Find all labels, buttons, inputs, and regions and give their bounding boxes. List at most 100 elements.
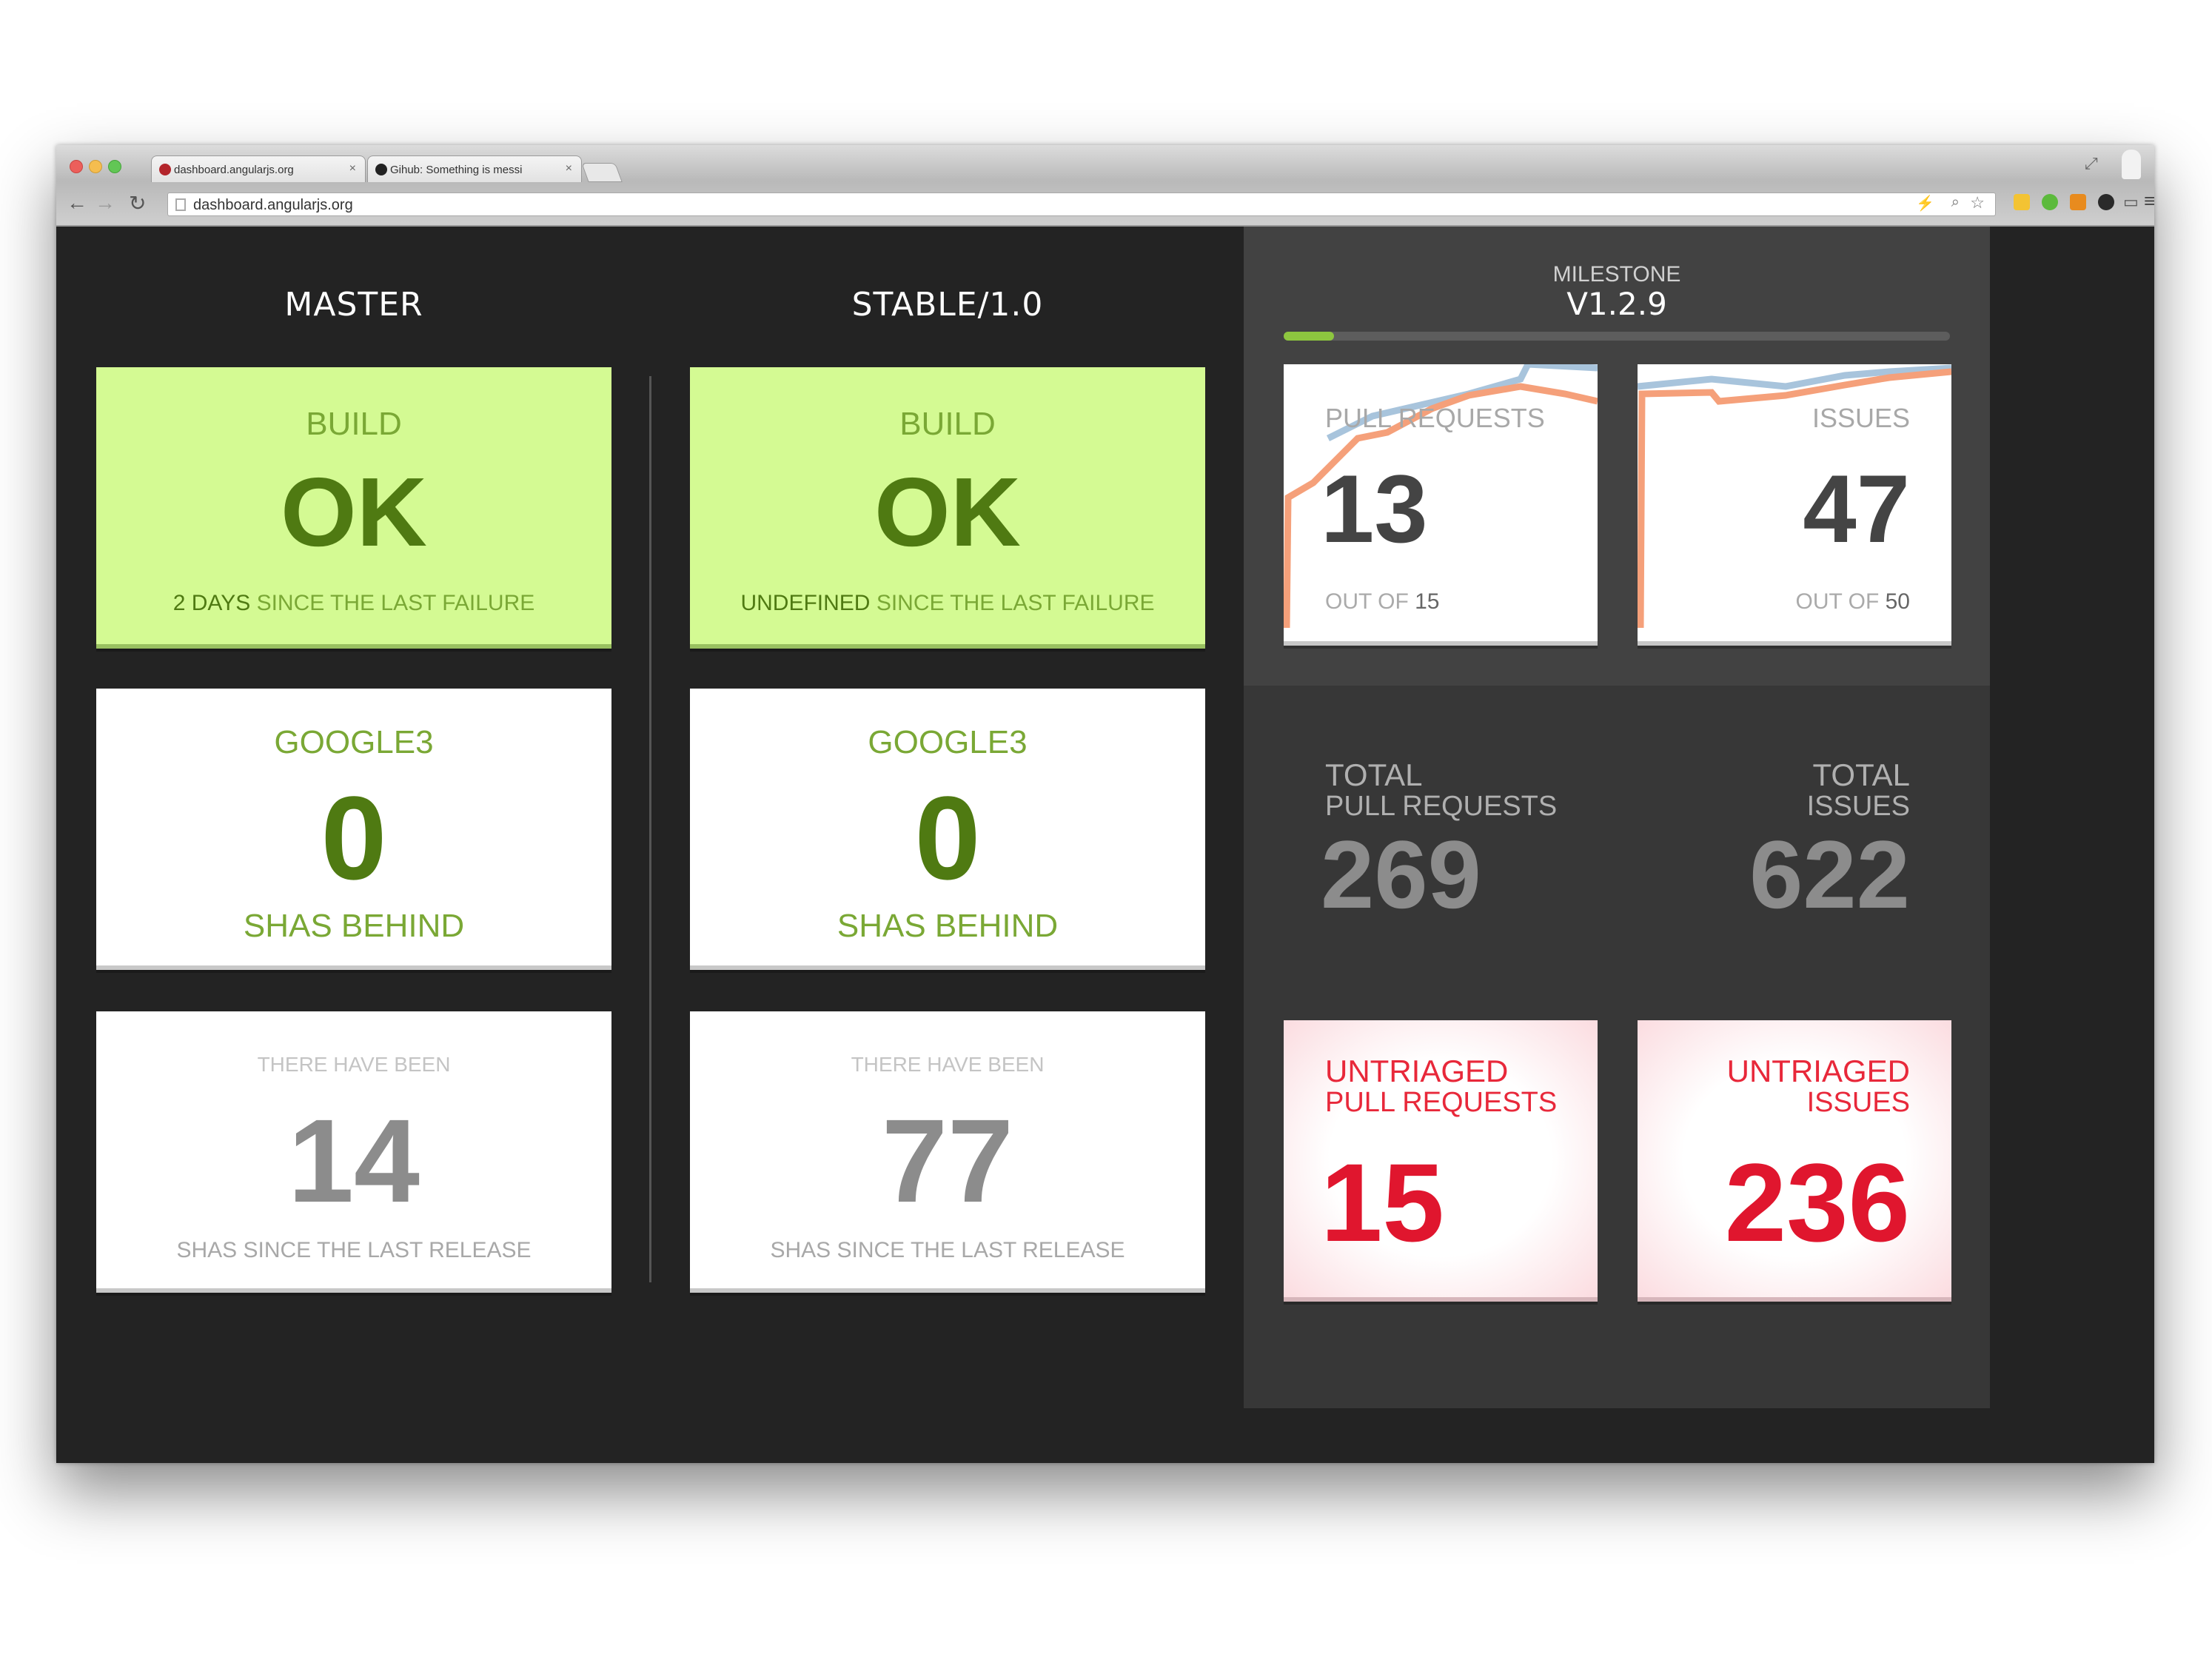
issues-blue-trend-line	[1638, 364, 1951, 390]
reload-icon[interactable]: ↻	[129, 192, 147, 215]
forward-arrow-icon[interactable]: →	[95, 191, 115, 214]
s-extension-icon[interactable]	[2098, 194, 2114, 210]
master-google3-value: 0	[321, 771, 387, 904]
master-google3-card: GOOGLE3 0 SHAS BEHIND	[96, 689, 611, 970]
master-google3-label: GOOGLE3	[274, 724, 434, 760]
stable-build-since-value: UNDEFINED	[740, 591, 871, 615]
column-divider	[649, 376, 651, 1282]
stable-heading: STABLE/1.0	[851, 286, 1044, 324]
master-build-card: BUILD OK 2 DAYS SINCE THE LAST FAILURE	[96, 367, 611, 649]
search-icon[interactable]: ⌕	[1951, 194, 1960, 210]
total-pull-requests-label: TOTAL PULL REQUESTS	[1325, 757, 1558, 823]
untriaged-issues-label-top: UNTRIAGED	[1726, 1054, 1910, 1088]
cast-icon[interactable]: ▭	[2123, 193, 2139, 211]
stable-release-header: THERE HAVE BEEN	[851, 1053, 1045, 1076]
milestone-pull-requests-value: 13	[1321, 455, 1428, 563]
untriaged-pull-requests-value: 15	[1321, 1140, 1444, 1265]
tab-close-icon[interactable]: ×	[349, 162, 356, 175]
pull-requests-blue-trend-line	[1326, 364, 1598, 442]
stable-google3-card: GOOGLE3 0 SHAS BEHIND	[690, 689, 1205, 970]
menu-icon[interactable]: ≡	[2144, 190, 2154, 212]
untriaged-issues-label: UNTRIAGED ISSUES	[1726, 1054, 1910, 1119]
total-issues-label-bottom: ISSUES	[1806, 791, 1910, 822]
master-google3-footer: SHAS BEHIND	[243, 908, 465, 944]
untriaged-issues-value: 236	[1724, 1140, 1910, 1265]
pull-requests-trend-chart	[1284, 364, 1598, 629]
issues-orange-trend-line	[1638, 368, 1951, 629]
untriaged-pull-requests-label-bottom: PULL REQUESTS	[1325, 1087, 1558, 1118]
master-release-header: THERE HAVE BEEN	[257, 1053, 451, 1076]
zoom-window-icon[interactable]	[108, 160, 121, 173]
master-release-value: 14	[288, 1094, 420, 1227]
master-release-card: THERE HAVE BEEN 14 SHAS SINCE THE LAST R…	[96, 1011, 611, 1293]
tab-close-icon[interactable]: ×	[565, 162, 572, 175]
lock-extension-icon[interactable]	[2014, 194, 2030, 210]
master-build-since-value: 2 DAYS	[172, 591, 251, 615]
orange-extension-icon[interactable]	[2070, 194, 2086, 210]
milestone-version: V1.2.9	[1566, 286, 1667, 322]
master-build-status: OK	[281, 458, 427, 566]
master-build-since: 2 DAYS SINCE THE LAST FAILURE	[96, 591, 611, 616]
milestone-pull-requests-label: PULL REQUESTS	[1325, 403, 1545, 433]
stable-google3-value: 0	[914, 771, 981, 904]
milestone-pull-requests-outof-label: OUT OF	[1325, 589, 1409, 614]
milestone-issues-label: ISSUES	[1812, 403, 1910, 433]
stable-build-card: BUILD OK UNDEFINED SINCE THE LAST FAILUR…	[690, 367, 1205, 649]
green-extension-icon[interactable]	[2042, 194, 2058, 210]
milestone-issues-card: ISSUES 47 OUT OF 50	[1638, 364, 1951, 646]
tab-github[interactable]: Gihub: Something is messi ×	[367, 155, 582, 182]
stable-google3-footer: SHAS BEHIND	[837, 908, 1059, 944]
github-favicon-icon	[375, 164, 387, 175]
master-release-footer: SHAS SINCE THE LAST RELEASE	[176, 1238, 532, 1262]
stable-release-footer: SHAS SINCE THE LAST RELEASE	[770, 1238, 1125, 1262]
untriaged-pull-requests-card: UNTRIAGED PULL REQUESTS 15	[1284, 1020, 1598, 1302]
milestone-issues-outof-value: 50	[1885, 589, 1910, 614]
master-build-label: BUILD	[306, 406, 402, 442]
stable-build-since-text: SINCE THE LAST FAILURE	[876, 591, 1155, 615]
milestone-pull-requests-card: PULL REQUESTS 13 OUT OF 15	[1284, 364, 1598, 646]
back-arrow-icon[interactable]: ←	[67, 191, 87, 214]
untriaged-issues-card: UNTRIAGED ISSUES 236	[1638, 1020, 1951, 1302]
total-issues-value: 622	[1749, 820, 1910, 928]
close-window-icon[interactable]	[70, 160, 83, 173]
page-icon	[175, 198, 186, 211]
profile-avatar-icon[interactable]	[2122, 150, 2141, 179]
milestone-issues-outof: OUT OF 50	[1796, 589, 1911, 615]
total-issues-label: TOTAL ISSUES	[1806, 757, 1910, 823]
pull-requests-orange-trend-line	[1284, 383, 1598, 629]
untriaged-issues-label-bottom: ISSUES	[1806, 1087, 1910, 1118]
total-pull-requests-label-bottom: PULL REQUESTS	[1325, 791, 1558, 822]
tab-github-title: Gihub: Something is messi	[390, 164, 523, 176]
milestone-pull-requests-outof: OUT OF 15	[1325, 589, 1440, 615]
tab-dashboard[interactable]: dashboard.angularjs.org ×	[151, 155, 366, 182]
stable-build-label: BUILD	[899, 406, 996, 442]
issues-trend-chart	[1638, 364, 1951, 629]
address-bar-url: dashboard.angularjs.org	[193, 197, 353, 213]
untriaged-pull-requests-label: UNTRIAGED PULL REQUESTS	[1325, 1054, 1558, 1119]
milestone-issues-value: 47	[1803, 455, 1910, 563]
stable-google3-label: GOOGLE3	[868, 724, 1028, 760]
milestone-progress-fill	[1284, 332, 1334, 341]
untriaged-pull-requests-label-top: UNTRIAGED	[1325, 1054, 1509, 1088]
browser-window: dashboard.angularjs.org × Gihub: Somethi…	[56, 145, 2154, 1463]
bookmark-star-icon[interactable]: ☆	[1970, 193, 1985, 212]
angular-favicon-icon	[159, 164, 171, 175]
milestone-issues-outof-label: OUT OF	[1795, 589, 1880, 614]
stable-release-card: THERE HAVE BEEN 77 SHAS SINCE THE LAST R…	[690, 1011, 1205, 1293]
fullscreen-icon[interactable]: ⤢	[2085, 154, 2098, 173]
milestone-progress-bar	[1284, 332, 1950, 341]
stable-build-since: UNDEFINED SINCE THE LAST FAILURE	[690, 591, 1205, 616]
master-heading: MASTER	[284, 286, 423, 324]
total-pull-requests-label-top: TOTAL	[1325, 757, 1423, 792]
new-tab-button[interactable]	[581, 163, 623, 182]
browser-chrome: dashboard.angularjs.org × Gihub: Somethi…	[56, 145, 2154, 227]
lightning-icon[interactable]: ⚡	[1916, 195, 1934, 212]
total-issues-label-top: TOTAL	[1812, 757, 1910, 792]
address-bar[interactable]: dashboard.angularjs.org ⚡ ⌕ ☆	[167, 193, 1996, 216]
milestone-label: MILESTONE	[1552, 262, 1681, 287]
milestone-pull-requests-outof-value: 15	[1415, 589, 1440, 614]
minimize-window-icon[interactable]	[89, 160, 102, 173]
total-pull-requests-value: 269	[1321, 820, 1481, 928]
tab-dashboard-title: dashboard.angularjs.org	[174, 164, 294, 176]
stable-release-value: 77	[882, 1094, 1013, 1227]
